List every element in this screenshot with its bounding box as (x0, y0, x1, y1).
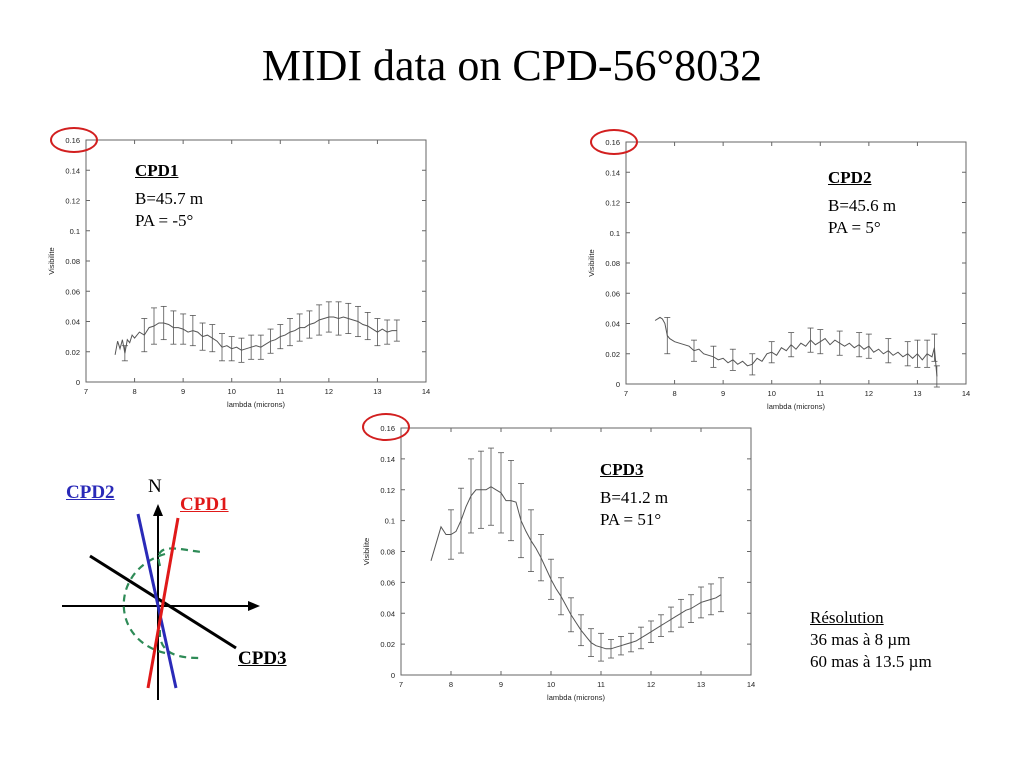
x-tick-label: 14 (422, 387, 430, 396)
resolution-line-1: 36 mas à 8 µm (810, 630, 911, 649)
x-tick-label: 8 (449, 680, 453, 689)
y-tick-label: 0 (76, 378, 80, 387)
x-axis-label: lambda (microns) (547, 693, 605, 702)
annotation-cpd1-pa: PA = -5° (135, 211, 194, 230)
x-tick-label: 12 (325, 387, 333, 396)
x-tick-label: 14 (962, 389, 970, 398)
y-tick-label: 0.04 (605, 320, 620, 329)
y-tick-label: 0.1 (70, 227, 80, 236)
diagram-baseline-cpd2 (136, 513, 178, 689)
y-tick-label: 0 (616, 380, 620, 389)
y-tick-label: 0.02 (605, 350, 620, 359)
resolution-line-2: 60 mas à 13.5 µm (810, 652, 932, 671)
diagram-label-cpd1: CPD1 (180, 494, 229, 515)
y-axis-label: Visibilite (362, 538, 371, 565)
chart-cpd3: 00.020.040.060.080.10.120.140.167 8 9 10 11 1… (362, 424, 755, 702)
x-tick-label: 10 (228, 387, 236, 396)
chart-cpd1: 00.020.040.060.080.10.120.140.167 8 9 10 11 1… (47, 136, 430, 409)
x-tick-label: 12 (865, 389, 873, 398)
annotation-cpd2-name: CPD2 (828, 168, 872, 187)
x-tick-label: 9 (499, 680, 503, 689)
diagram-label-cpd2: CPD2 (66, 482, 115, 503)
highlight-circle-cpd2 (590, 129, 638, 155)
chart-cpd2: 00.020.040.060.080.10.120.140.167 8 9 10 11 1… (587, 138, 970, 411)
x-tick-label: 10 (547, 680, 555, 689)
x-tick-label: 13 (697, 680, 705, 689)
y-tick-label: 0.14 (65, 166, 80, 175)
x-tick-label: 9 (181, 387, 185, 396)
series-line (114, 316, 397, 355)
plot-frame (400, 427, 752, 676)
annotation-cpd3-baseline: B=41.2 m (600, 488, 669, 507)
series-line (654, 316, 938, 377)
x-tick-label: 11 (597, 680, 605, 689)
diagram-ellipse-arc-right (157, 547, 203, 660)
y-tick-label: 0 (391, 671, 395, 680)
x-tick-label: 11 (816, 389, 824, 398)
x-tick-label: 14 (747, 680, 755, 689)
x-tick-label: 7 (399, 680, 403, 689)
y-tick-label: 0.02 (380, 640, 395, 649)
x-tick-label: 13 (373, 387, 381, 396)
y-tick-label: 0.04 (65, 318, 80, 327)
annotation-cpd3: CPD3 B=41.2 m PA = 51° (600, 459, 668, 531)
diagram-arrow-east (248, 601, 260, 611)
annotation-cpd1: CPD1 B=45.7 m PA = -5° (135, 160, 203, 232)
y-tick-label: 0.08 (605, 259, 620, 268)
annotation-cpd2-pa: PA = 5° (828, 218, 881, 237)
highlight-circle-cpd3 (362, 413, 410, 441)
y-tick-label: 0.06 (65, 287, 80, 296)
y-tick-label: 0.06 (605, 289, 620, 298)
y-tick-label: 0.1 (385, 517, 395, 526)
annotation-cpd3-name: CPD3 (600, 460, 644, 479)
x-tick-label: 11 (276, 387, 284, 396)
resolution-heading: Résolution (810, 608, 884, 627)
baseline-diagram (62, 504, 260, 700)
x-tick-label: 10 (768, 389, 776, 398)
series-line (430, 486, 722, 650)
x-tick-label: 7 (624, 389, 628, 398)
diagram-label-cpd3: CPD3 (238, 648, 287, 669)
y-axis-label: Visibilite (587, 249, 596, 276)
y-tick-label: 0.08 (65, 257, 80, 266)
annotation-cpd1-baseline: B=45.7 m (135, 189, 204, 208)
x-tick-label: 9 (721, 389, 725, 398)
y-tick-label: 0.12 (65, 197, 80, 206)
y-tick-label: 0.08 (380, 548, 395, 557)
y-axis-label: Visibilite (47, 247, 56, 274)
diagram-baseline-cpd1 (146, 517, 180, 689)
x-tick-label: 12 (647, 680, 655, 689)
y-tick-label: 0.14 (380, 455, 395, 464)
highlight-circle-cpd1 (50, 127, 98, 153)
y-tick-label: 0.14 (605, 168, 620, 177)
annotation-cpd3-pa: PA = 51° (600, 510, 662, 529)
y-tick-label: 0.02 (65, 348, 80, 357)
x-tick-label: 8 (132, 387, 136, 396)
x-tick-label: 13 (913, 389, 921, 398)
y-tick-label: 0.04 (380, 609, 395, 618)
resolution-note: Résolution 36 mas à 8 µm 60 mas à 13.5 µ… (810, 607, 932, 673)
annotation-cpd2-baseline: B=45.6 m (828, 196, 897, 215)
diagram-north-label: N (148, 476, 162, 497)
y-tick-label: 0.12 (605, 199, 620, 208)
annotation-cpd2: CPD2 B=45.6 m PA = 5° (828, 167, 896, 239)
diagram-arrow-north (153, 504, 163, 516)
plot-frame (625, 141, 967, 385)
x-tick-label: 7 (84, 387, 88, 396)
slide-title: MIDI data on CPD-56°8032 (261, 41, 763, 90)
x-axis-label: lambda (microns) (227, 400, 285, 409)
y-tick-label: 0.06 (380, 578, 395, 587)
y-tick-label: 0.12 (380, 486, 395, 495)
annotation-cpd1-name: CPD1 (135, 161, 179, 180)
y-tick-label: 0.1 (610, 229, 620, 238)
x-axis-label: lambda (microns) (767, 402, 825, 411)
x-tick-label: 8 (672, 389, 676, 398)
